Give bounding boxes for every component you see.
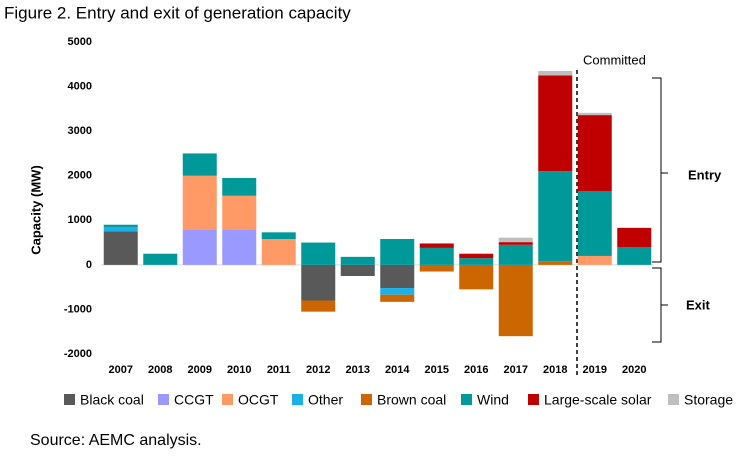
bar-segment — [182, 175, 217, 230]
y-tick-label: 2000 — [68, 170, 92, 182]
x-tick-label: 2014 — [385, 364, 410, 376]
bar-segment — [538, 70, 573, 76]
committed-label: Committed — [583, 52, 646, 67]
x-tick-label: 2011 — [267, 364, 291, 376]
legend-label: Wind — [477, 392, 509, 408]
x-tick-label: 2007 — [109, 364, 133, 376]
bar-segment — [498, 237, 533, 243]
legend-swatch — [292, 394, 303, 405]
bar-segment — [182, 153, 217, 176]
bar-segment — [380, 294, 415, 302]
legend-label: Brown coal — [377, 392, 446, 408]
legend-label: CCGT — [174, 392, 214, 408]
bar-segment — [419, 243, 454, 248]
bar-segment — [617, 247, 652, 265]
bar-segment — [538, 261, 573, 265]
chart-title: Figure 2. Entry and exit of generation c… — [4, 3, 351, 22]
y-tick-label: 0 — [86, 259, 92, 271]
bar-segment — [577, 255, 612, 265]
x-tick-label: 2016 — [464, 364, 488, 376]
bar-segment — [538, 75, 573, 172]
y-tick-label: -2000 — [64, 348, 92, 360]
exit-label: Exit — [686, 297, 711, 312]
x-tick-label: 2019 — [583, 364, 607, 376]
bar-segment — [301, 264, 336, 301]
y-axis-label: Capacity (MW) — [28, 165, 43, 255]
bar-segment — [103, 231, 138, 265]
bar-segment — [261, 239, 296, 265]
legend-label: Black coal — [80, 392, 144, 408]
x-tick-label: 2020 — [622, 364, 646, 376]
bar-segment — [577, 115, 612, 192]
legend-swatch — [222, 394, 233, 405]
bar-segment — [340, 256, 375, 265]
exit-bracket — [652, 267, 668, 343]
legend-swatch — [158, 394, 169, 405]
bar-segment — [261, 232, 296, 240]
bar-segment — [143, 253, 178, 265]
entry-bracket — [652, 77, 668, 263]
bar-segment — [182, 229, 217, 265]
x-tick-label: 2017 — [504, 364, 528, 376]
legend-swatch — [64, 394, 75, 405]
legend-swatch — [528, 394, 539, 405]
bar-segment — [380, 239, 415, 265]
legend-swatch — [668, 394, 679, 405]
x-tick-label: 2012 — [306, 364, 330, 376]
y-tick-label: 1000 — [68, 214, 92, 226]
entry-label: Entry — [688, 167, 722, 182]
bar-segment — [419, 247, 454, 265]
y-tick-label: 3000 — [68, 125, 92, 137]
bar-segment — [301, 300, 336, 312]
legend-label: Storage — [684, 392, 733, 408]
bar-segment — [577, 112, 612, 116]
bar-segment — [577, 191, 612, 256]
bar-segment — [340, 264, 375, 276]
x-tick-label: 2008 — [148, 364, 172, 376]
legend-label: Large-scale solar — [544, 392, 652, 408]
legend-label: OCGT — [238, 392, 279, 408]
bar-segment — [301, 242, 336, 265]
bar-segment — [498, 242, 533, 245]
bar-segment — [380, 264, 415, 289]
bar-segment — [222, 177, 257, 196]
legend-swatch — [461, 394, 472, 405]
bar-segment — [617, 227, 652, 248]
bar-segment — [498, 244, 533, 265]
source: Source: AEMC analysis. — [30, 432, 202, 449]
bar-segment — [498, 264, 533, 337]
x-tick-label: 2018 — [543, 364, 567, 376]
legend-label: Other — [308, 392, 343, 408]
x-tick-label: 2013 — [346, 364, 370, 376]
y-tick-label: 5000 — [68, 36, 92, 48]
legend-swatch — [361, 394, 372, 405]
bar-segment — [222, 195, 257, 230]
y-tick-label: 4000 — [68, 80, 92, 92]
bar-segment — [103, 224, 138, 227]
x-tick-label: 2010 — [227, 364, 251, 376]
x-tick-label: 2015 — [425, 364, 449, 376]
bar-segment — [538, 171, 573, 262]
x-tick-label: 2009 — [188, 364, 212, 376]
bar-segment — [459, 253, 494, 259]
y-tick-label: -1000 — [64, 303, 92, 315]
bar-segment — [380, 288, 415, 295]
bar-segment — [222, 229, 257, 265]
bar-segment — [103, 226, 138, 232]
bar-segment — [459, 264, 494, 290]
bar-segment — [419, 264, 454, 272]
bar-segment — [459, 258, 494, 265]
